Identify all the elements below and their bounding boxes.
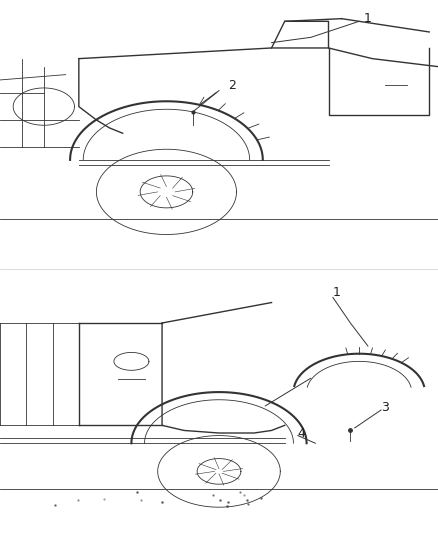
Text: 2: 2 — [228, 79, 236, 92]
Bar — [0, 272, 438, 528]
Text: 3: 3 — [381, 401, 389, 414]
Bar — [0, 0, 438, 266]
Text: 4: 4 — [298, 426, 306, 440]
Text: 1: 1 — [333, 286, 341, 299]
Text: 1: 1 — [364, 12, 371, 25]
